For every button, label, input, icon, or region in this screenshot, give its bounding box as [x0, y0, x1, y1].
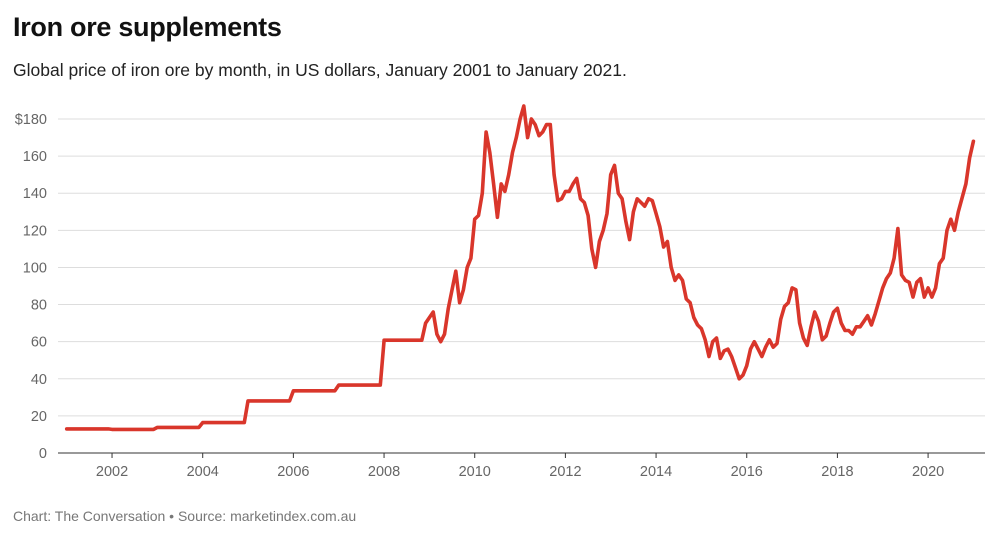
y-tick-label: 60 — [31, 335, 47, 351]
y-tick-label: $180 — [15, 112, 47, 128]
chart-title: Iron ore supplements — [13, 12, 282, 42]
x-tick-label: 2002 — [96, 464, 128, 480]
chart-subtitle: Global price of iron ore by month, in US… — [13, 60, 627, 80]
x-tick-label: 2010 — [459, 464, 491, 480]
gridlines — [58, 118, 985, 454]
x-tick-label: 2016 — [731, 464, 763, 480]
x-tick-label: 2006 — [277, 464, 309, 480]
price-line — [64, 104, 976, 432]
x-tick-label: 2020 — [912, 464, 944, 480]
x-tick-label: 2018 — [821, 464, 853, 480]
y-tick-label: 80 — [31, 298, 47, 314]
y-axis-ticks: 0 20 40 60 80 100 120 140 160 $180 — [15, 112, 47, 462]
y-tick-label: 20 — [31, 409, 47, 425]
y-tick-label: 100 — [23, 260, 47, 276]
y-tick-label: 160 — [23, 149, 47, 165]
x-tick-label: 2012 — [549, 464, 581, 480]
x-axis-ticks: 2002 2004 2006 2008 2010 2012 2014 2016 2018 2020 — [96, 453, 944, 480]
chart-footer: Chart: The Conversation • Source: market… — [13, 508, 357, 524]
y-tick-label: 120 — [23, 223, 47, 239]
y-tick-label: 40 — [31, 372, 47, 388]
x-tick-label: 2014 — [640, 464, 672, 480]
y-tick-label: 0 — [39, 446, 47, 462]
y-tick-label: 140 — [23, 186, 47, 202]
x-tick-label: 2004 — [187, 464, 219, 480]
x-tick-label: 2008 — [368, 464, 400, 480]
